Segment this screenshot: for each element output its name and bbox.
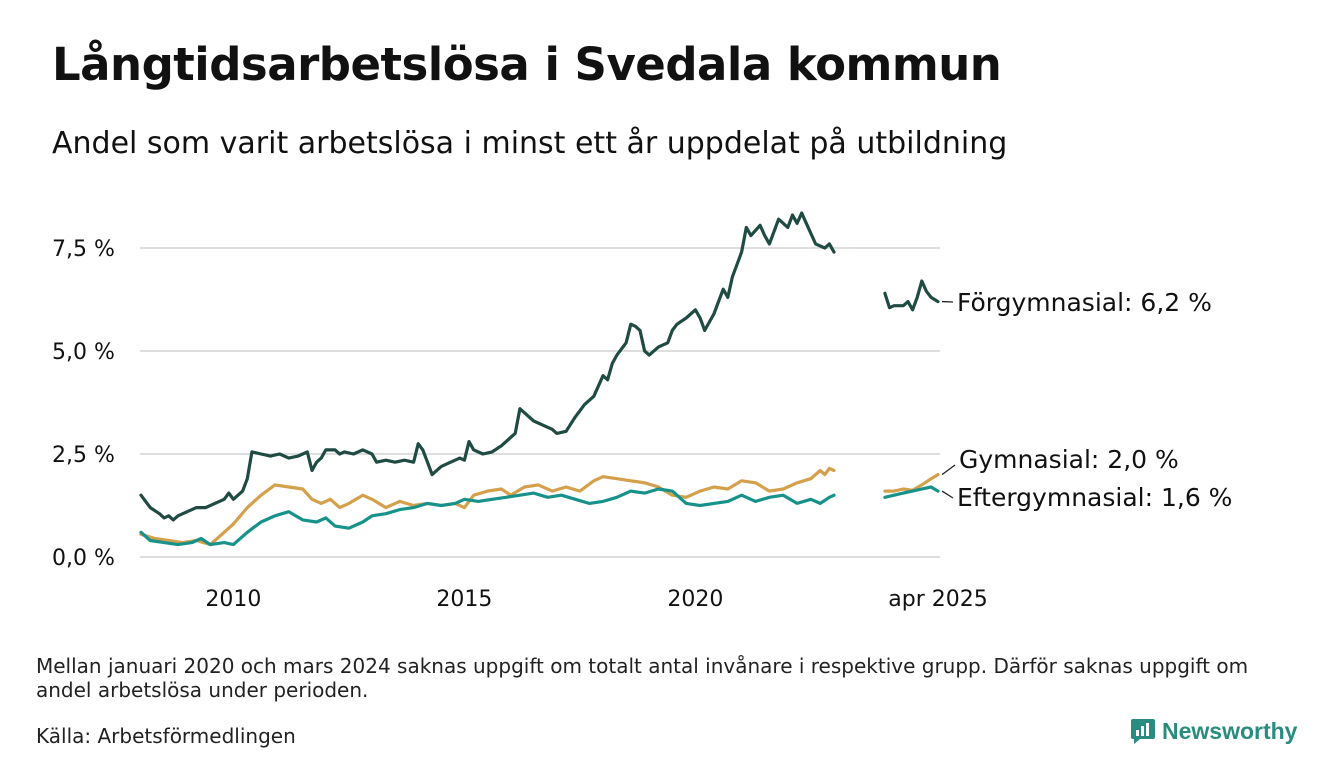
x-tick-label: apr 2025	[888, 587, 987, 612]
newsworthy-logo[interactable]: Newsworthy	[1128, 716, 1297, 746]
footnote: Mellan januari 2020 och mars 2024 saknas…	[36, 654, 1249, 702]
source-credit: Källa: Arbetsförmedlingen	[36, 724, 296, 748]
x-axis-ticks: 2010 2015 2020 apr 2025	[205, 587, 987, 612]
gridlines	[140, 247, 940, 558]
label-leader-line	[941, 464, 956, 476]
y-tick-label: 2,5 %	[52, 443, 115, 468]
series-end-label-gymnasial: Gymnasial: 2,0 %	[959, 445, 1179, 474]
brand-name: Newsworthy	[1162, 717, 1298, 744]
series-line-forgymnasial	[883, 279, 940, 312]
series-line-eftergymnasial	[883, 485, 940, 499]
y-tick-label: 0,0 %	[52, 546, 115, 571]
chart-subtitle: Andel som varit arbetslösa i minst ett å…	[52, 126, 1008, 161]
x-tick-label: 2010	[205, 587, 261, 612]
y-tick-label: 5,0 %	[52, 340, 115, 365]
y-tick-label: 7,5 %	[52, 237, 115, 262]
chart-title: Långtidsarbetslösa i Svedala kommun	[52, 38, 1002, 91]
series-line-eftergymnasial	[139, 487, 836, 547]
series-lines	[139, 211, 940, 547]
series-line-forgymnasial	[139, 211, 836, 522]
series-line-gymnasial	[139, 466, 836, 547]
line-chart: 0,0 % 2,5 % 5,0 % 7,5 % 2010 2015 2020 apr 202…	[52, 211, 1232, 612]
series-end-labels: Förgymnasial: 6,2 % Gymnasial: 2,0 % Efter…	[941, 288, 1232, 512]
y-axis-ticks: 0,0 % 2,5 % 5,0 % 7,5 %	[52, 237, 115, 571]
series-end-label-eftergymnasial: Eftergymnasial: 1,6 %	[957, 483, 1232, 512]
x-tick-label: 2020	[667, 587, 723, 612]
label-leader-line	[941, 490, 954, 499]
series-end-label-forgymnasial: Förgymnasial: 6,2 %	[957, 288, 1212, 317]
x-tick-label: 2015	[436, 587, 492, 612]
bar-chart-icon	[1131, 719, 1155, 744]
